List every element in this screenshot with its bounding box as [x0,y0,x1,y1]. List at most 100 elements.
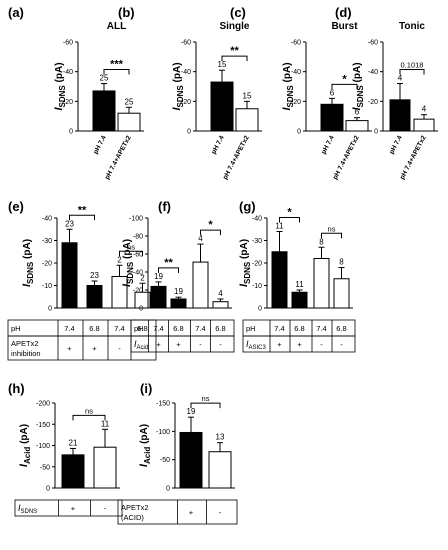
bar [150,285,167,309]
table-cell: 6.8 [89,324,99,333]
y-tick-label: -60 [181,40,191,47]
sample-size-label: 8 [339,258,344,267]
sample-size-label: 6 [330,88,335,97]
significance-bracket [158,267,179,273]
x-category-label: pH 7.4+APETx2 [222,134,251,180]
y-tick-label: -20 [291,99,301,106]
y-axis-label: ISDNS (pA) [238,239,252,287]
bar [111,276,128,309]
y-tick-label: -30 [42,238,52,245]
y-tick-label: -20 [181,99,191,106]
table-row-label: pH [11,324,21,333]
y-tick-label: 0 [48,306,52,313]
table-cell: - [320,340,323,349]
y-tick-label: -150 [156,401,170,408]
significance-label: * [208,219,213,231]
y-tick-label: -20 [63,99,73,106]
significance-bracket [399,69,425,75]
sample-size-label: 23 [65,219,74,228]
y-axis-label: ISDNS (pA) [281,62,295,110]
panel-label: (d) [335,5,352,20]
table-cell: 7.4 [195,324,205,333]
significance-label: ns [85,406,93,415]
y-tick-label: -60 [368,40,378,47]
table-row [14,499,123,517]
y-tick-label: 0 [297,129,301,136]
bar [212,301,229,309]
table-cell: + [297,340,302,349]
table-row-label: APETx2 (ACID) [121,503,149,522]
y-tick-label: -40 [42,216,52,223]
bar [320,103,344,132]
x-category-label: pH 7.4+APETx2 [399,134,428,180]
y-tick-label: 0 [187,129,191,136]
y-tick-label: -40 [291,69,301,76]
panel-i: (i) 0 -50 -100 -150 IAcid (pA) 19 13 ns APETx2 (AC… [117,381,238,525]
condition-table: pH 7.4 6.8 7.4 6.8 IAcid + + - - [130,319,235,353]
table-cell: + [277,340,282,349]
bar [86,285,103,309]
bar [235,108,259,132]
y-axis-label: ISDNS (pA) [21,239,35,287]
x-category-label: pH 7.4 [320,134,336,155]
bar [271,251,288,309]
y-tick-label: 0 [46,486,50,493]
bar [61,454,85,489]
y-axis-label: IAcid (pA) [138,424,152,467]
table-cell: - [219,340,222,349]
y-axis-label: ISDNS (pA) [53,62,67,110]
significance-label: ** [164,257,173,269]
sample-size-label: 8 [319,237,324,246]
chart-title: ALL [107,21,126,32]
significance-label: ns [127,242,135,251]
y-tick-label: -50 [40,464,50,471]
significance-label: ** [230,45,239,57]
bar [192,261,209,309]
condition-table: pH 7.4 6.8 7.4 6.8 IASIC3 + + - - [242,319,356,353]
x-category-label: pH 7.4+APETx2 [332,134,361,180]
bar [93,446,117,489]
bar [345,120,369,132]
bar [291,291,308,309]
y-tick-label: -40 [368,69,378,76]
sample-size-label: 25 [100,74,109,83]
table-row [242,335,356,353]
sample-size-label: 15 [243,91,252,100]
y-tick-label: -100 [129,216,143,223]
table-row-label: pH [246,324,256,333]
table-cell: 6.8 [137,324,147,333]
y-tick-label: -20 [133,288,143,295]
bar [117,112,141,132]
x-category-label: pH 7.4+APETx2 [104,134,133,180]
chart-title: Single [219,21,249,32]
bar [179,431,203,489]
table-cell: 7.4 [64,324,74,333]
table-cell: - [104,504,107,513]
sample-size-label: 11 [275,222,284,231]
bar [333,278,350,309]
panel-label: (i) [140,381,152,396]
sample-size-label: 23 [90,271,99,280]
significance-bracket [221,55,248,62]
panel-label: (a) [8,5,24,20]
bar [208,451,232,489]
sample-size-label: 21 [69,438,78,447]
y-tick-label: -10 [252,283,262,290]
y-tick-label: -20 [42,261,52,268]
significance-bracket [200,229,221,236]
sample-size-label: 4 [198,234,203,243]
significance-label: ns [202,394,210,403]
panel-label: (h) [8,381,25,396]
y-tick-label: 0 [69,129,73,136]
sample-size-label: 19 [174,287,183,296]
sample-size-label: 2 [117,255,122,264]
significance-bracket [69,214,95,221]
panel-label: (b) [118,5,135,20]
y-tick-label: -20 [252,261,262,268]
table-cell: + [176,340,181,349]
y-tick-label: -100 [156,429,170,436]
significance-bracket [331,83,358,90]
